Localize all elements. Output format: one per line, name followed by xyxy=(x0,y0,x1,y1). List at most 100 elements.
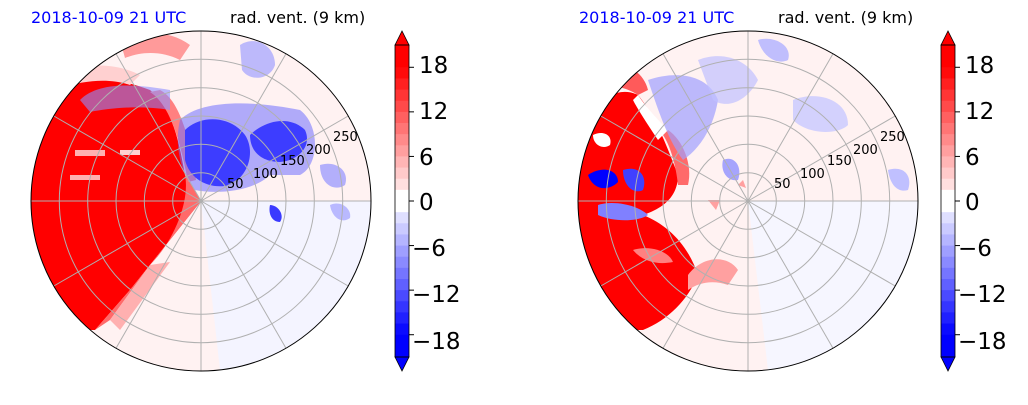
chart-right: 50 100 150 200 250 18 12 6 0 −6 −12 −18 xyxy=(577,30,1007,372)
colorbar-cell xyxy=(395,201,409,213)
polar-grid xyxy=(578,31,918,371)
colorbar-cell xyxy=(941,223,955,235)
radial-tick-label: 50 xyxy=(227,177,244,192)
colorbar-cell xyxy=(395,45,409,57)
colorbar-cell xyxy=(395,223,409,235)
colorbar-tick-label: −12 xyxy=(958,282,1007,308)
colorbar-extend-max xyxy=(394,30,410,46)
colorbar-extend-min xyxy=(940,356,956,372)
colorbar-cell xyxy=(941,312,955,325)
colorbar-extend-min xyxy=(394,356,410,372)
colorbar-cell xyxy=(941,89,955,102)
panel-right: 2018-10-09 21 UTC rad. vent. (9 km) xyxy=(548,0,1028,401)
colorbar-tick-label: 0 xyxy=(965,190,980,216)
colorbar-cell xyxy=(941,100,955,113)
colorbar-cell xyxy=(395,56,409,68)
colorbar-cell xyxy=(395,345,409,358)
panel-date-label: 2018-10-09 21 UTC xyxy=(579,8,735,27)
colorbar-cell xyxy=(941,267,955,280)
colorbar-cell xyxy=(395,301,409,313)
radial-tick-label: 200 xyxy=(306,143,331,158)
colorbar-tick-label: 6 xyxy=(965,145,980,171)
colorbar-cell xyxy=(941,56,955,68)
colorbar-tick-label: 18 xyxy=(419,53,448,79)
polar-grid xyxy=(31,31,371,371)
colorbar-cell xyxy=(395,123,409,135)
colorbar-cells xyxy=(395,45,409,358)
colorbar-cells xyxy=(941,45,955,358)
chart-left: 50 100 150 200 250 18 12 6 0 −6 −12 −18 xyxy=(30,30,461,372)
colorbar-cell xyxy=(941,279,955,291)
colorbar-tick-label: −6 xyxy=(958,236,992,262)
colorbar-cell xyxy=(395,234,409,247)
colorbar-ticks xyxy=(955,66,960,336)
colorbar-cell xyxy=(395,100,409,113)
panel-variable-label: rad. vent. (9 km) xyxy=(778,8,914,27)
colorbar-cell xyxy=(941,111,955,124)
colorbar-cell xyxy=(395,78,409,91)
colorbar-ticks xyxy=(409,66,414,336)
colorbar-cell xyxy=(941,212,955,224)
colorbar: 18 12 6 0 −6 −12 −18 xyxy=(394,30,461,372)
colorbar-cell xyxy=(395,312,409,325)
colorbar-cell xyxy=(941,301,955,313)
colorbar-cell xyxy=(395,167,409,180)
colorbar-cell xyxy=(395,111,409,124)
colorbar-cell xyxy=(941,334,955,347)
colorbar-tick-label: 6 xyxy=(419,145,434,171)
colorbar-cell xyxy=(395,178,409,191)
colorbar-cell xyxy=(941,145,955,157)
colorbar-cell xyxy=(395,212,409,224)
colorbar-cell xyxy=(395,67,409,79)
colorbar-cell xyxy=(395,256,409,269)
radial-tick-label: 50 xyxy=(774,177,791,192)
colorbar-cell xyxy=(941,245,955,258)
colorbar-cell xyxy=(941,45,955,57)
colorbar-cell xyxy=(395,145,409,157)
colorbar-cell xyxy=(395,279,409,291)
polar-boundary xyxy=(577,30,919,372)
colorbar-cell xyxy=(941,345,955,358)
colorbar-cell xyxy=(395,89,409,102)
colorbar-tick-label: −18 xyxy=(412,329,461,355)
colorbar-cell xyxy=(941,178,955,191)
colorbar-tick-label: 18 xyxy=(965,53,994,79)
colorbar-cell xyxy=(395,134,409,146)
colorbar-cell xyxy=(941,167,955,180)
colorbar-cell xyxy=(941,156,955,169)
radial-tick-label: 100 xyxy=(800,167,825,182)
colorbar-tick-label: 12 xyxy=(419,99,448,125)
radial-tick-label: 150 xyxy=(280,154,305,169)
colorbar-cell xyxy=(395,267,409,280)
colorbar: 18 12 6 0 −6 −12 −18 xyxy=(940,30,1007,372)
colorbar-cell xyxy=(941,256,955,269)
radial-tick-label: 100 xyxy=(253,167,278,182)
radial-tick-label: 250 xyxy=(880,130,905,145)
colorbar-cell xyxy=(941,78,955,91)
colorbar-cell xyxy=(941,290,955,302)
colorbar-tick-label: −18 xyxy=(958,329,1007,355)
colorbar-cell xyxy=(395,245,409,258)
panel-variable-label: rad. vent. (9 km) xyxy=(230,8,366,27)
radial-tick-label: 150 xyxy=(827,154,852,169)
colorbar-cell xyxy=(395,156,409,169)
colorbar-cell xyxy=(941,189,955,202)
colorbar-cell xyxy=(395,290,409,302)
colorbar-tick-label: −12 xyxy=(412,282,461,308)
polar-boundary xyxy=(30,30,372,372)
colorbar-cell xyxy=(941,201,955,213)
colorbar-tick-label: 12 xyxy=(965,99,994,125)
colorbar-cell xyxy=(941,67,955,79)
radial-tick-label: 250 xyxy=(333,130,358,145)
colorbar-tick-label: 0 xyxy=(419,190,434,216)
colorbar-cell xyxy=(395,334,409,347)
panel-date-label: 2018-10-09 21 UTC xyxy=(31,8,187,27)
colorbar-cell xyxy=(941,234,955,247)
colorbar-extend-max xyxy=(940,30,956,46)
radial-tick-label: 200 xyxy=(853,143,878,158)
panel-left: 2018-10-09 21 UTC rad. vent. (9 km) xyxy=(0,0,514,401)
colorbar-cell xyxy=(941,123,955,135)
colorbar-tick-label: −6 xyxy=(412,236,446,262)
colorbar-cell xyxy=(941,323,955,336)
colorbar-cell xyxy=(941,134,955,146)
